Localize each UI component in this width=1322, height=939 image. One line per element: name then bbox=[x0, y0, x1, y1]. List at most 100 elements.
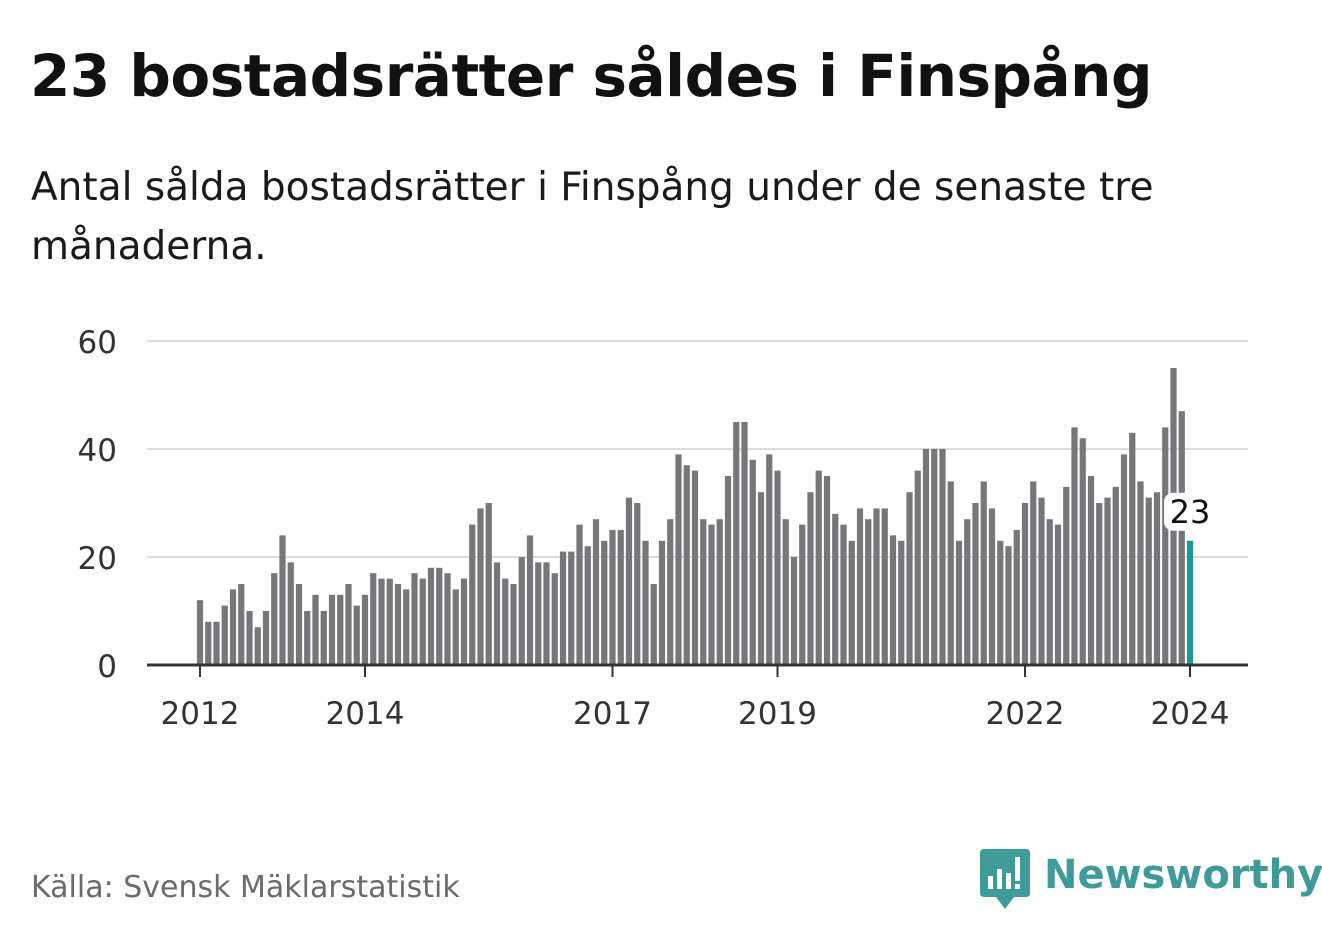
bar bbox=[856, 508, 864, 665]
bar bbox=[551, 573, 558, 665]
bar bbox=[477, 508, 484, 665]
bar bbox=[287, 562, 294, 665]
bar-highlight bbox=[1186, 540, 1194, 665]
bar bbox=[592, 519, 600, 665]
x-tick-label: 2014 bbox=[326, 696, 405, 732]
bar bbox=[625, 497, 633, 665]
x-tick-label: 2024 bbox=[1151, 696, 1230, 732]
bar bbox=[823, 476, 831, 665]
bar bbox=[914, 470, 921, 665]
bar bbox=[988, 508, 996, 665]
x-tick-label: 2022 bbox=[986, 696, 1065, 732]
bar bbox=[922, 449, 930, 665]
bar bbox=[246, 611, 253, 665]
bar bbox=[262, 611, 270, 665]
bar bbox=[205, 621, 212, 665]
bar bbox=[328, 594, 336, 665]
bar bbox=[634, 503, 641, 665]
bar bbox=[1112, 486, 1119, 665]
bar bbox=[675, 454, 682, 665]
bar bbox=[452, 589, 459, 665]
bar bbox=[601, 540, 608, 665]
bar bbox=[584, 546, 591, 665]
bar bbox=[1120, 454, 1128, 665]
bar bbox=[708, 524, 715, 665]
bar bbox=[609, 530, 616, 665]
bar bbox=[691, 470, 699, 665]
bar bbox=[997, 540, 1004, 665]
bar bbox=[510, 584, 517, 665]
bar bbox=[807, 492, 814, 665]
bar bbox=[906, 492, 913, 665]
bar bbox=[980, 481, 987, 665]
bar bbox=[642, 540, 649, 665]
bar bbox=[1054, 524, 1062, 665]
bar bbox=[1046, 519, 1053, 665]
bar bbox=[337, 594, 344, 665]
bar bbox=[650, 584, 657, 665]
bar bbox=[493, 562, 501, 665]
bar bbox=[353, 605, 360, 665]
bar bbox=[271, 573, 278, 665]
bar bbox=[1005, 546, 1012, 665]
bar bbox=[667, 519, 674, 665]
bar bbox=[254, 627, 261, 665]
newsworthy-logo-icon bbox=[980, 849, 1030, 909]
bar bbox=[469, 524, 476, 665]
bar bbox=[782, 519, 789, 665]
bar bbox=[1162, 427, 1169, 665]
bar bbox=[1030, 481, 1037, 665]
y-tick-label: 0 bbox=[97, 649, 117, 685]
bar bbox=[1079, 438, 1086, 665]
bar bbox=[799, 524, 806, 665]
bar bbox=[848, 540, 855, 665]
bar bbox=[617, 530, 624, 665]
bar bbox=[304, 611, 311, 665]
bar bbox=[972, 503, 979, 665]
bar bbox=[394, 584, 402, 665]
bar bbox=[947, 481, 954, 665]
bar bbox=[229, 589, 237, 665]
bar bbox=[427, 567, 435, 665]
bar bbox=[1063, 486, 1070, 665]
bar bbox=[724, 476, 732, 665]
bar bbox=[444, 573, 451, 665]
bar bbox=[757, 492, 765, 665]
bar bbox=[1153, 492, 1161, 665]
bar bbox=[279, 535, 286, 665]
bar bbox=[1137, 481, 1144, 665]
bar bbox=[955, 540, 963, 665]
bar bbox=[436, 567, 443, 665]
bar bbox=[865, 519, 872, 665]
x-tick-label: 2012 bbox=[161, 696, 240, 732]
bar bbox=[766, 454, 773, 665]
bar bbox=[518, 557, 525, 665]
data-label-background bbox=[1164, 492, 1216, 531]
bar bbox=[832, 513, 839, 665]
bar bbox=[840, 524, 847, 665]
x-tick-label: 2019 bbox=[738, 696, 817, 732]
bar bbox=[295, 584, 303, 665]
brand-logo[interactable]: Newsworthy bbox=[980, 848, 1322, 912]
bar-chart: 0 20 40 60 2012 2014 2017 2019 2022 2024 23 bbox=[78, 325, 1248, 732]
bar bbox=[559, 551, 567, 665]
bar bbox=[873, 508, 880, 665]
source-note: Källa: Svensk Mäklarstatistik bbox=[31, 870, 460, 905]
bar bbox=[568, 551, 575, 665]
bar bbox=[386, 578, 393, 665]
bar bbox=[658, 540, 666, 665]
bar bbox=[213, 621, 220, 665]
bar bbox=[790, 557, 798, 665]
bar bbox=[460, 578, 468, 665]
bar bbox=[1021, 503, 1029, 665]
bar bbox=[485, 503, 492, 665]
data-label: 23 bbox=[1170, 493, 1211, 531]
bar bbox=[378, 578, 385, 665]
bar bbox=[526, 535, 534, 665]
bar bbox=[774, 470, 781, 665]
bar bbox=[370, 573, 377, 665]
bar bbox=[320, 611, 327, 665]
bar bbox=[502, 578, 509, 665]
y-tick-label: 20 bbox=[78, 541, 117, 577]
bar bbox=[741, 422, 748, 665]
